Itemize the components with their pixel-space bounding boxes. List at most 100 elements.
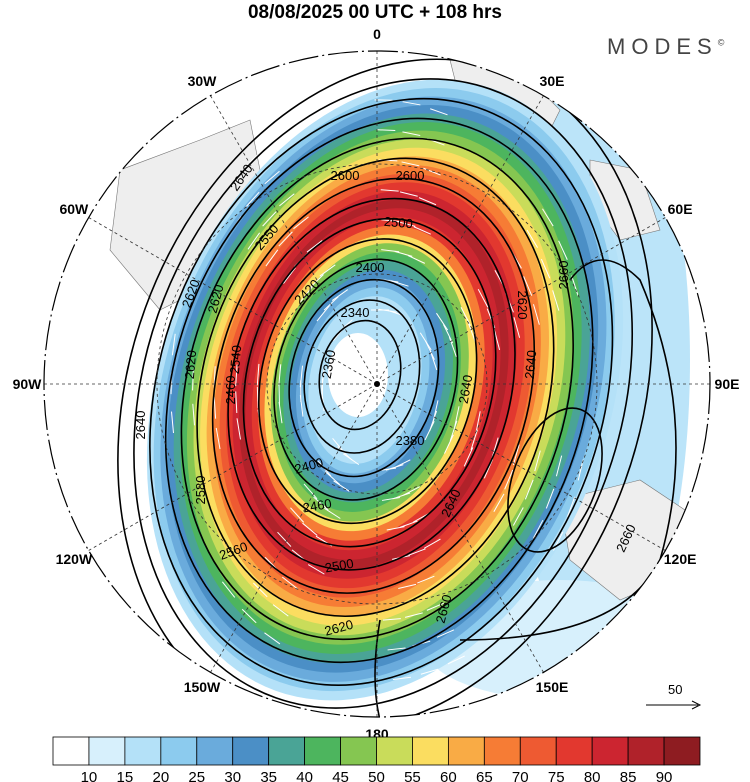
colorbar-swatch bbox=[483, 736, 521, 766]
colorbar-label: 50 bbox=[368, 769, 385, 782]
wind-arrow bbox=[253, 582, 268, 598]
wind-arrow bbox=[493, 329, 501, 351]
wind-arrow bbox=[247, 232, 261, 250]
wind-arrow bbox=[236, 418, 241, 440]
wind-arrow bbox=[245, 191, 260, 208]
wind-arrow bbox=[392, 676, 411, 681]
wind-arrow bbox=[264, 170, 280, 185]
wind-arrow bbox=[447, 655, 465, 665]
wind-arrow bbox=[281, 576, 298, 590]
wind-arrow bbox=[256, 363, 260, 386]
colorbar-label: 30 bbox=[224, 769, 241, 782]
wind-arrow bbox=[241, 608, 257, 624]
wind-arrow bbox=[418, 197, 437, 206]
map-title: 08/08/2025 00 UTC + 108 hrs bbox=[247, 2, 503, 23]
wind-arrow bbox=[413, 226, 431, 235]
wind-arrow bbox=[460, 307, 471, 326]
contour-label: 2640 bbox=[456, 374, 476, 405]
contour-label: 2620 bbox=[182, 350, 199, 380]
wind-arrow bbox=[272, 604, 289, 617]
colorbar-swatch bbox=[196, 736, 234, 766]
longitude-label: 60E bbox=[668, 201, 693, 217]
colorbar-swatch bbox=[268, 736, 306, 766]
wind-arrow bbox=[323, 296, 339, 311]
colorbar-swatch bbox=[160, 736, 198, 766]
wind-arrow bbox=[567, 496, 576, 517]
contour-line bbox=[149, 97, 614, 686]
wind-arrow bbox=[256, 386, 259, 409]
contour-label: 2460 bbox=[223, 376, 238, 405]
contour-label: 2380 bbox=[396, 433, 425, 448]
wind-arrow bbox=[477, 288, 489, 308]
wind-arrow bbox=[381, 219, 400, 223]
pole-marker bbox=[374, 381, 380, 387]
wind-arrow bbox=[475, 411, 481, 433]
contour-label: 2660 bbox=[556, 261, 571, 290]
contour-label: 2500 bbox=[324, 556, 355, 576]
wind-arrow bbox=[526, 229, 538, 248]
wind-arrow bbox=[265, 249, 279, 267]
colorbar-label: 65 bbox=[476, 769, 493, 782]
wind-arrow bbox=[394, 250, 413, 257]
wind-arrow bbox=[382, 618, 401, 621]
contour-label: 2620 bbox=[323, 617, 355, 639]
wind-arrow bbox=[235, 364, 238, 387]
longitude-label: 90W bbox=[13, 376, 43, 392]
wind-arrow bbox=[264, 632, 281, 645]
longitude-label: 120W bbox=[56, 551, 93, 567]
wind-arrow bbox=[262, 211, 277, 227]
wind-arrow bbox=[381, 496, 400, 501]
wind-arrow bbox=[542, 208, 554, 227]
wind-arrow bbox=[300, 285, 314, 303]
wind-arrow bbox=[532, 304, 540, 325]
wind-arrow bbox=[430, 108, 448, 116]
colorbar-label: 60 bbox=[440, 769, 457, 782]
wind-arrow bbox=[426, 602, 445, 611]
wind-arrow bbox=[449, 420, 458, 442]
graticule bbox=[44, 51, 710, 717]
colorbar-label: 10 bbox=[81, 769, 98, 782]
colorbar-label: 20 bbox=[152, 769, 169, 782]
wind-arrow bbox=[387, 647, 406, 651]
vector-legend: 50 bbox=[646, 682, 702, 710]
colorbar-label: 35 bbox=[260, 769, 277, 782]
contour-line bbox=[180, 137, 574, 641]
contour-line bbox=[459, 259, 677, 641]
contour-label: 2580 bbox=[193, 476, 208, 505]
wind-arrow bbox=[420, 668, 439, 675]
colorbar-swatch bbox=[519, 736, 557, 766]
contour-label: 2640 bbox=[133, 411, 148, 440]
contour-label: 2600 bbox=[331, 168, 360, 183]
colorbar-label: 90 bbox=[656, 769, 673, 782]
brand-logo: MODES© bbox=[607, 34, 725, 59]
wind-arrow bbox=[299, 365, 304, 388]
wind-arrow bbox=[407, 255, 426, 264]
wind-arrow bbox=[448, 336, 457, 358]
longitude-label: 30W bbox=[188, 73, 218, 89]
contour-line bbox=[257, 238, 478, 525]
contour-line bbox=[211, 177, 536, 594]
contour-line bbox=[133, 78, 634, 709]
wind-arrow bbox=[512, 444, 520, 466]
colorbar-label: 80 bbox=[584, 769, 601, 782]
wind-arrow bbox=[493, 493, 505, 512]
wind-arrow bbox=[534, 450, 541, 472]
longitude-label: 120E bbox=[664, 551, 697, 567]
svg-text:50: 50 bbox=[668, 682, 682, 697]
contour-line bbox=[374, 619, 381, 717]
colorbar-swatch bbox=[412, 736, 449, 766]
colorbar: 10 15 20 25 30 35 40 45 50 55 60 65 70 75 80 85 90 bbox=[52, 736, 701, 782]
wind-arrow bbox=[302, 522, 318, 536]
contour-label: 2640 bbox=[522, 350, 539, 380]
wind-arrow bbox=[402, 101, 421, 106]
contour-line bbox=[196, 157, 555, 618]
wind-arrow bbox=[306, 240, 323, 253]
colorbar-swatch bbox=[124, 736, 162, 766]
wind-arrow bbox=[491, 437, 499, 459]
wind-arrow bbox=[221, 581, 236, 598]
calm-core bbox=[328, 333, 388, 417]
wind-arrow bbox=[504, 469, 514, 490]
contour-label: 2620 bbox=[205, 283, 227, 315]
wind-arrow bbox=[397, 221, 416, 227]
wind-arrow bbox=[331, 289, 349, 301]
